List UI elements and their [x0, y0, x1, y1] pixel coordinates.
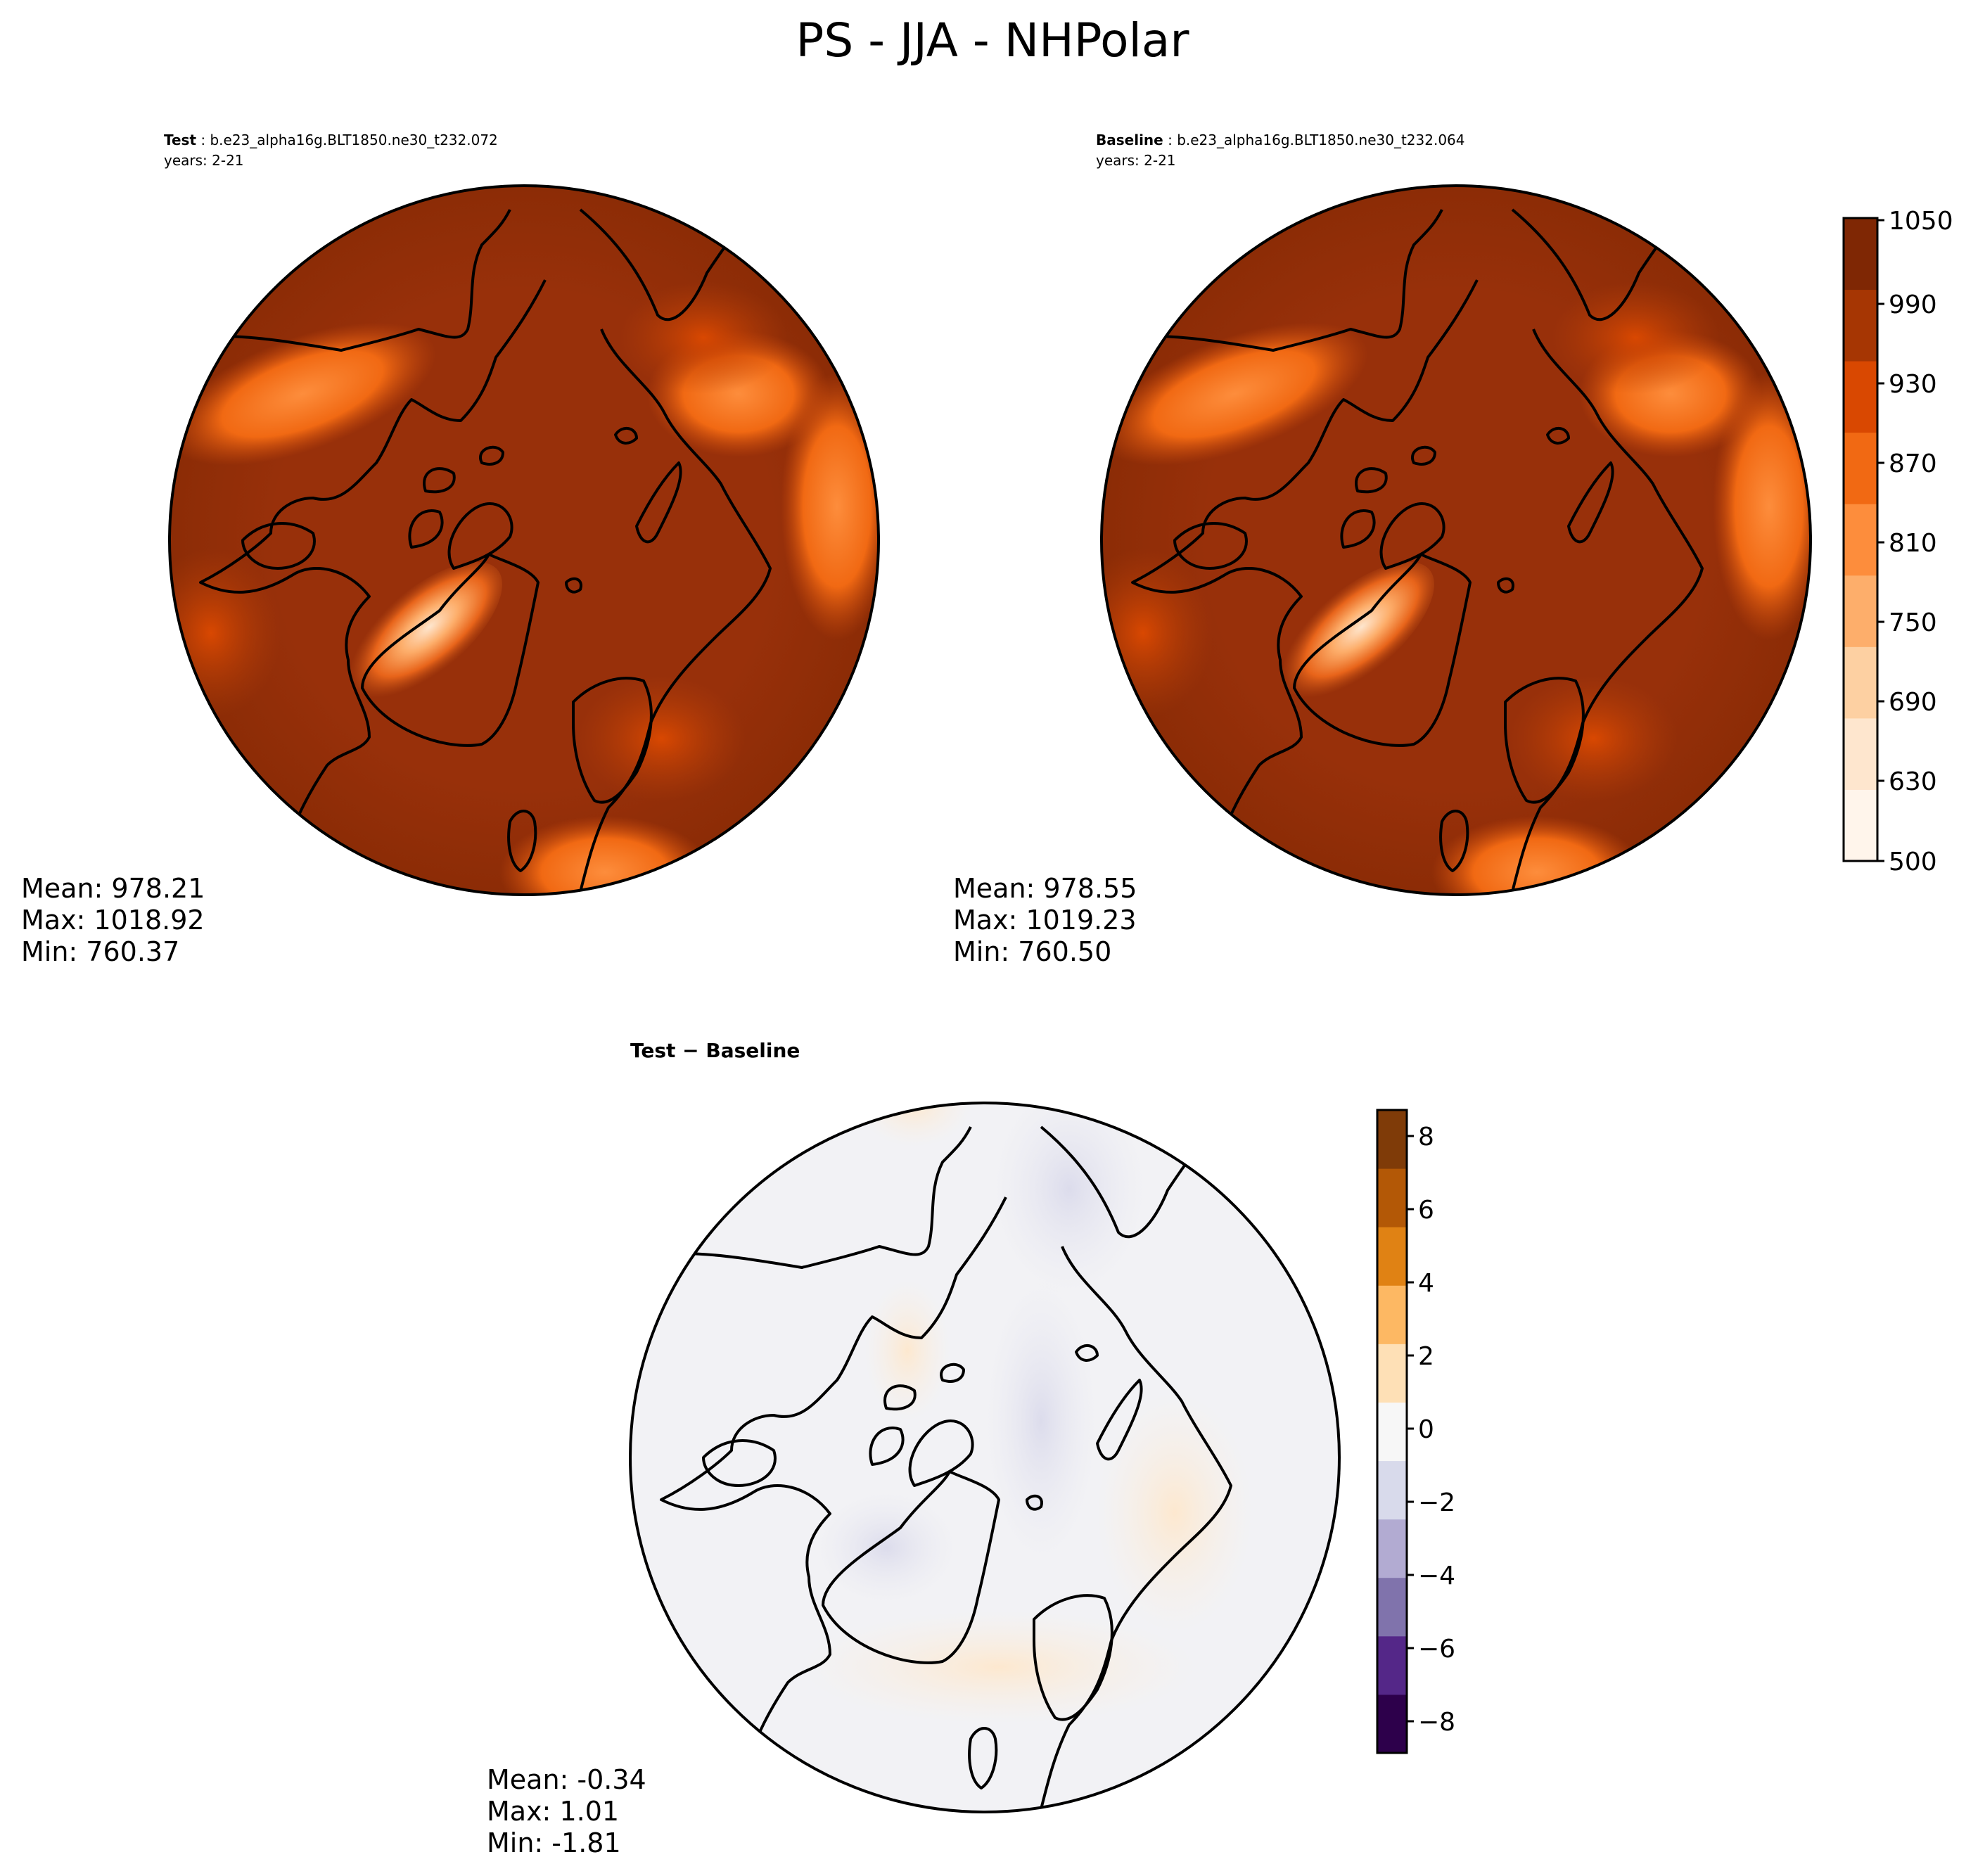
colorbar-tick-label: 630	[1889, 767, 1937, 796]
baseline-map	[1102, 186, 1811, 895]
test-map-border	[168, 184, 880, 896]
difference-map-border	[629, 1102, 1341, 1813]
difference-panel: Test − Baseline Mean: -0.34 Max: 1.01 Mi…	[487, 1039, 1341, 1858]
colorbar-tick-label: 990	[1889, 291, 1937, 319]
difference-colorbar: −8 −6 −4 −2 0 2 4 6 8	[1376, 1109, 1455, 1754]
difference-colorbar-frame	[1376, 1109, 1408, 1754]
colorbar-swatch	[1844, 789, 1877, 862]
colorbar-swatch	[1844, 218, 1877, 291]
colorbar-tick-label: −6	[1418, 1635, 1455, 1664]
baseline-label: Baseline	[1096, 132, 1163, 148]
colorbar-swatch	[1377, 1577, 1407, 1637]
field-colorbar-frame	[1842, 217, 1879, 862]
field-colorbar-ticks: 500 630 690 750 810 870 930 990 1050	[1877, 207, 1953, 876]
colorbar-swatch	[1844, 575, 1877, 647]
colorbar-swatch	[1844, 646, 1877, 719]
colorbar-tick-label: 6	[1418, 1196, 1434, 1225]
colorbar-swatch	[1377, 1694, 1407, 1754]
baseline-panel: Baseline : b.e23_alpha16g.BLT1850.ne30_t…	[953, 132, 1812, 967]
colorbar-tick-label: 1050	[1889, 207, 1953, 236]
test-panel: Test : b.e23_alpha16g.BLT1850.ne30_t232.…	[21, 132, 880, 967]
figure-title: PS - JJA - NHPolar	[796, 13, 1190, 68]
difference-max: Max: 1.01	[487, 1796, 619, 1827]
colorbar-tick-label: 750	[1889, 608, 1937, 637]
colorbar-tick-label: −2	[1418, 1488, 1455, 1517]
colorbar-swatch	[1377, 1402, 1407, 1462]
colorbar-tick-label: 810	[1889, 529, 1937, 558]
colorbar-swatch	[1844, 361, 1877, 433]
colorbar-swatch	[1844, 432, 1877, 504]
colorbar-swatch	[1844, 504, 1877, 576]
colorbar-tick-label: 2	[1418, 1342, 1434, 1371]
baseline-years: years: 2-21	[1096, 152, 1176, 169]
colorbar-swatch	[1377, 1635, 1407, 1695]
colorbar-tick-label: −4	[1418, 1562, 1455, 1590]
colorbar-swatch	[1844, 289, 1877, 362]
difference-min: Min: -1.81	[487, 1827, 621, 1858]
colorbar-tick-label: 500	[1889, 848, 1937, 876]
colorbar-swatch	[1844, 717, 1877, 790]
colorbar-swatch	[1377, 1227, 1407, 1286]
baseline-max: Max: 1019.23	[953, 905, 1137, 936]
difference-label: Test − Baseline	[630, 1039, 800, 1062]
colorbar-tick-label: 0	[1418, 1415, 1434, 1444]
difference-colorbar-swatches	[1377, 1110, 1407, 1754]
colorbar-swatch	[1377, 1344, 1407, 1403]
colorbar-swatch	[1377, 1285, 1407, 1344]
colorbar-tick-label: 8	[1418, 1123, 1434, 1151]
test-panel-header: Test : b.e23_alpha16g.BLT1850.ne30_t232.…	[164, 132, 498, 148]
baseline-panel-header: Baseline : b.e23_alpha16g.BLT1850.ne30_t…	[1096, 132, 1465, 148]
baseline-case-name: : b.e23_alpha16g.BLT1850.ne30_t232.064	[1163, 132, 1465, 148]
baseline-map-border	[1100, 184, 1812, 896]
colorbar-swatch	[1377, 1168, 1407, 1227]
colorbar-tick-label: 690	[1889, 688, 1937, 717]
colorbar-tick-label: 930	[1889, 370, 1937, 399]
test-label: Test	[164, 132, 196, 148]
field-colorbar-swatches	[1844, 218, 1877, 862]
field-colorbar: 500 630 690 750 810 870 930 990 1050	[1842, 207, 1953, 876]
baseline-mean: Mean: 978.55	[953, 873, 1137, 904]
colorbar-swatch	[1377, 1460, 1407, 1520]
test-min: Min: 760.37	[21, 936, 179, 967]
colorbar-swatch	[1377, 1519, 1407, 1578]
difference-mean: Mean: -0.34	[487, 1764, 646, 1795]
test-years: years: 2-21	[164, 152, 244, 169]
test-case-name: : b.e23_alpha16g.BLT1850.ne30_t232.072	[196, 132, 498, 148]
difference-map	[630, 1103, 1339, 1812]
colorbar-tick-label: 4	[1418, 1269, 1434, 1298]
test-mean: Mean: 978.21	[21, 873, 205, 904]
baseline-min: Min: 760.50	[953, 936, 1111, 967]
difference-colorbar-ticks: −8 −6 −4 −2 0 2 4 6 8	[1407, 1123, 1455, 1737]
colorbar-swatch	[1377, 1110, 1407, 1169]
test-max: Max: 1018.92	[21, 905, 205, 936]
colorbar-tick-label: −8	[1418, 1708, 1455, 1737]
colorbar-tick-label: 870	[1889, 449, 1937, 478]
